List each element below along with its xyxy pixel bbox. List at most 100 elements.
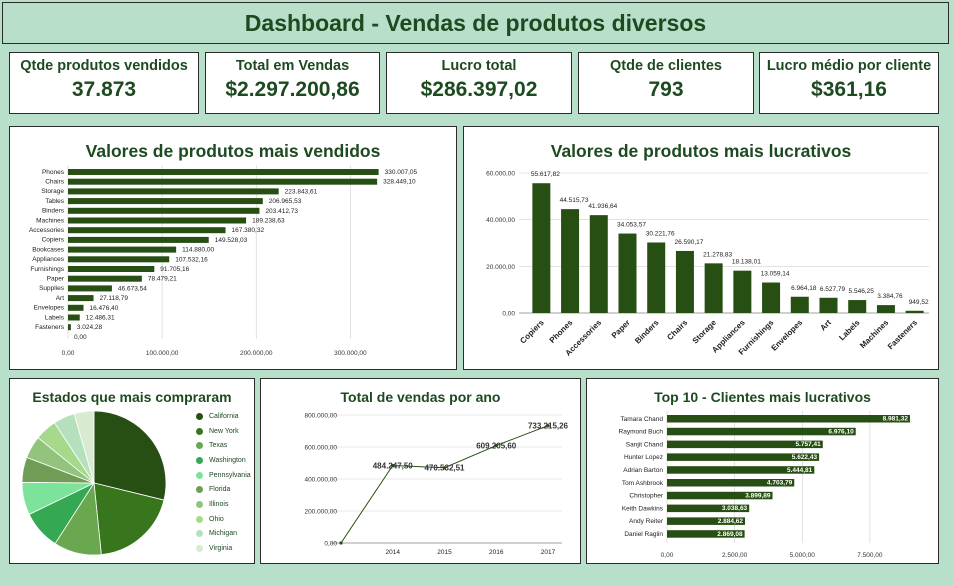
bar	[667, 530, 745, 538]
category-label: Art	[56, 295, 65, 302]
legend-item: California	[196, 409, 251, 424]
data-label: 34.053,57	[617, 222, 646, 229]
category-label: Raymond Buch	[619, 429, 664, 436]
chart-top-sold-products: Valores de produtos mais vendidos 0,00 10…	[9, 126, 457, 370]
x-tick-label: 300.000,00	[334, 350, 367, 357]
data-label: 949,52	[909, 299, 929, 306]
data-label: 6.976,10	[828, 428, 854, 435]
bar	[68, 236, 209, 243]
data-point	[494, 443, 498, 448]
pie-slice	[93, 482, 165, 556]
y-tick-label: 0,00	[324, 541, 337, 548]
data-label: 44.515,73	[560, 197, 589, 204]
data-label: 6.527,79	[820, 286, 846, 293]
kpi-value: $361,16	[811, 78, 887, 101]
category-label: Storage	[691, 318, 719, 346]
category-label: Paper	[610, 318, 632, 340]
chart-title: Total de vendas por ano	[340, 389, 501, 405]
data-label: 223.843,61	[285, 188, 318, 195]
bar	[68, 314, 80, 321]
chart-most-profitable-products: Valores de produtos mais lucrativos 0,00…	[463, 126, 939, 370]
legend-label: Virginia	[209, 545, 233, 553]
category-label: Accessories	[29, 227, 65, 234]
data-label: 189.238,63	[252, 218, 285, 225]
data-label: 18.138,01	[732, 259, 761, 266]
legend-item: Washington	[196, 453, 251, 468]
bar	[589, 215, 608, 313]
kpi-card-qty-sold: Qtde produtos vendidos 37.873	[9, 52, 199, 114]
data-label: 3.024,28	[77, 324, 103, 331]
chart-top-states: Estados que mais compraram California New…	[9, 378, 255, 564]
data-label: 203.412,73	[265, 208, 298, 215]
category-label: Tom Ashbrook	[622, 480, 664, 487]
kpi-value: 37.873	[71, 78, 137, 101]
states-pie-chart	[21, 410, 167, 556]
data-label: 2.884,62	[718, 518, 744, 525]
bar	[667, 440, 823, 449]
category-label: Fasteners	[35, 324, 65, 331]
category-label: Daniel Raglin	[624, 531, 663, 538]
y-tick-label: 400.000,00	[304, 477, 337, 484]
category-label: Supplies	[39, 285, 65, 292]
bar	[667, 453, 820, 461]
x-tick-label: 0,00	[62, 350, 75, 357]
data-label: 30.221,76	[646, 230, 675, 237]
legend-swatch	[196, 515, 203, 523]
bar	[704, 263, 723, 313]
data-label: 149.528,03	[215, 237, 248, 244]
category-label: Adrian Barton	[623, 467, 663, 474]
category-label: Copiers	[518, 318, 546, 346]
chart-title: Valores de produtos mais vendidos	[85, 141, 381, 161]
category-label: Furnishings	[30, 266, 64, 273]
legend-item: Virginia	[196, 541, 251, 556]
data-label: 21.278,83	[703, 251, 732, 258]
bar	[905, 310, 924, 313]
chart-title: Valores de produtos mais lucrativos	[550, 141, 852, 161]
x-tick-label: 2.500,00	[722, 552, 748, 559]
data-label: 107.532,16	[175, 256, 208, 263]
kpi-card-clients: Qtde de clientes 793	[578, 52, 754, 114]
category-label: Labels	[45, 314, 65, 321]
kpi-card-total-sales: Total em Vendas $2.297.200,86	[205, 52, 380, 114]
y-tick-label: 20.000,00	[486, 264, 515, 271]
data-label: 5.622,43	[792, 454, 818, 461]
x-tick-label: 2014	[386, 549, 401, 556]
x-tick-label: 200.000,00	[240, 350, 273, 357]
bar	[848, 300, 867, 313]
data-label: 55.617,82	[531, 171, 560, 178]
y-tick-label: 200.000,00	[304, 509, 337, 516]
dashboard-header: Dashboard - Vendas de produtos diversos	[2, 2, 949, 44]
category-label: Paper	[47, 276, 65, 283]
data-label: 328.449,10	[383, 179, 416, 186]
legend-label: Texas	[209, 442, 228, 450]
category-label: Tables	[45, 198, 65, 205]
pie-slice	[73, 410, 95, 484]
kpi-label: Qtde de clientes	[609, 58, 722, 74]
legend-swatch	[196, 486, 203, 494]
kpi-label: Lucro total	[441, 58, 517, 74]
legend-swatch	[196, 500, 203, 508]
data-label: 167.380,32	[232, 227, 265, 234]
data-label: 26.590,17	[674, 239, 703, 246]
category-label: Storage	[41, 188, 64, 195]
bar	[667, 517, 746, 525]
data-label: 3.038,63	[722, 505, 748, 512]
category-label: Bookcases	[32, 246, 65, 253]
category-label: Phones	[548, 318, 575, 345]
chart-sales-per-year: Total de vendas por ano 0,00 200.000,00 40…	[260, 378, 581, 564]
data-label: 6.964,18	[791, 285, 817, 292]
legend-item: Florida	[196, 482, 251, 497]
category-label: Sanjit Chand	[626, 441, 664, 448]
legend-item: Ohio	[196, 512, 251, 527]
y-tick-label: 60.000,00	[486, 171, 515, 178]
x-tick-label: 2016	[489, 549, 504, 556]
category-label: Chairs	[45, 179, 65, 186]
kpi-value: 793	[648, 78, 684, 101]
y-tick-label: 800.000,00	[304, 413, 337, 420]
data-label: 91.705,16	[160, 266, 189, 273]
bar	[68, 217, 247, 224]
bar	[532, 183, 551, 313]
category-label: Fasteners	[886, 318, 919, 351]
legend-item: Pennsylvania	[196, 468, 251, 483]
category-label: Tamara Chand	[620, 416, 663, 423]
